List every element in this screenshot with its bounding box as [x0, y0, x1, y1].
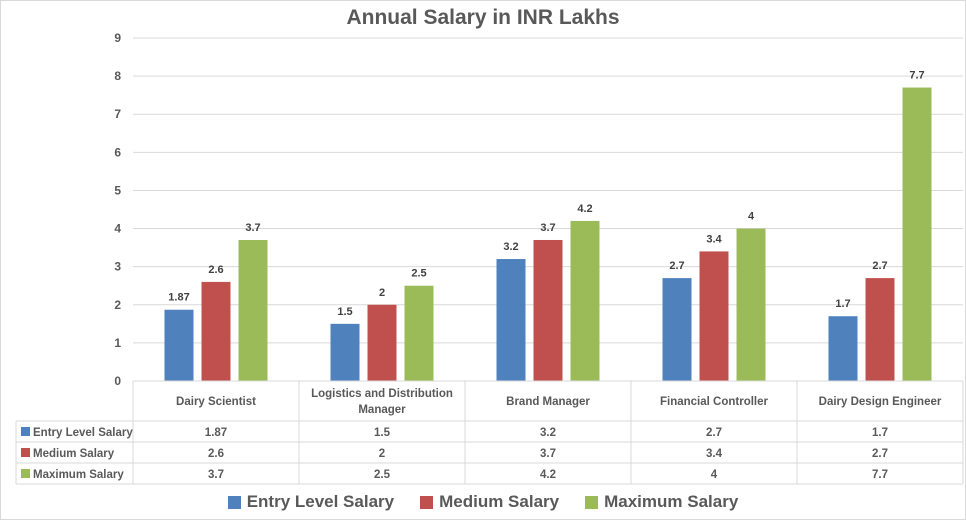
legend-swatch: [227, 495, 241, 509]
y-tick-label: 6: [114, 145, 121, 159]
bar: [238, 239, 268, 381]
row-legend-key: [21, 448, 30, 457]
table-row-label: Entry Level Salary: [33, 427, 133, 439]
legend-label: Medium Salary: [439, 492, 560, 511]
y-tick-label: 7: [114, 107, 121, 121]
data-label: 7.7: [909, 70, 924, 82]
table-cell: 7.7: [872, 469, 888, 481]
legend-swatch: [585, 495, 599, 509]
bar: [330, 323, 360, 381]
table-cell: 3.4: [706, 448, 723, 460]
y-tick-label: 5: [114, 183, 121, 197]
data-label: 3.4: [706, 233, 722, 245]
table-cell: 1.87: [205, 427, 227, 439]
data-label: 4.2: [577, 203, 592, 215]
bar: [662, 278, 692, 381]
table-cell: 3.2: [540, 427, 556, 439]
bar: [699, 251, 729, 381]
legend-item: Entry Level Salary: [227, 492, 395, 512]
y-tick-label: 3: [114, 260, 121, 274]
data-label: 1.5: [337, 306, 352, 318]
bar: [496, 259, 526, 381]
category-label: Dairy Scientist: [176, 396, 256, 408]
table-cell: 2: [379, 448, 385, 460]
bar: [201, 281, 231, 381]
bar: [902, 87, 932, 382]
bar: [533, 239, 563, 381]
legend: Entry Level Salary Medium Salary Maximum S…: [0, 492, 966, 512]
table-cell: 3.7: [208, 469, 224, 481]
table-cell: 3.7: [540, 448, 556, 460]
y-tick-label: 0: [114, 374, 121, 388]
table-cell: 4.2: [540, 469, 556, 481]
y-tick-label: 8: [114, 69, 121, 83]
table-cell: 1.5: [374, 427, 391, 439]
data-label: 3.2: [503, 241, 518, 253]
data-label: 1.87: [168, 292, 189, 304]
data-label: 4: [748, 211, 755, 223]
bar: [828, 316, 858, 381]
bar: [570, 220, 600, 381]
data-label: 3.7: [245, 222, 260, 234]
data-label: 2.5: [411, 268, 426, 280]
data-label: 2.7: [669, 260, 684, 272]
legend-item: Medium Salary: [420, 492, 559, 512]
table-cell: 2.7: [872, 448, 888, 460]
table-cell: 4: [711, 469, 718, 481]
legend-swatch: [420, 495, 434, 509]
data-label: 3.7: [540, 222, 555, 234]
table-cell: 2.6: [208, 448, 224, 460]
chart-title: Annual Salary in INR Lakhs: [346, 6, 620, 29]
data-label: 2.6: [208, 264, 223, 276]
table-row-label: Medium Salary: [33, 448, 115, 460]
row-legend-key: [21, 469, 30, 478]
table-cell: 2.5: [374, 469, 391, 481]
bar: [164, 309, 194, 381]
legend-label: Entry Level Salary: [246, 492, 395, 511]
bar: [865, 278, 895, 381]
y-tick-label: 1: [114, 336, 121, 350]
data-label: 1.7: [835, 298, 850, 310]
legend-item: Maximum Salary: [585, 492, 738, 512]
data-label: 2.7: [872, 260, 887, 272]
category-label: Manager: [358, 404, 406, 416]
y-tick-label: 4: [114, 222, 121, 236]
bar: [404, 285, 434, 381]
table-cell: 1.7: [872, 427, 888, 439]
category-label: Brand Manager: [506, 396, 590, 408]
category-label: Logistics and Distribution: [311, 388, 453, 400]
legend-label: Maximum Salary: [604, 492, 739, 511]
bar: [736, 228, 766, 381]
table-cell: 2.7: [706, 427, 722, 439]
category-label: Financial Controller: [660, 396, 769, 408]
y-tick-label: 2: [114, 298, 121, 312]
data-label: 2: [379, 287, 385, 299]
y-tick-label: 9: [114, 31, 121, 45]
category-label: Dairy Design Engineer: [819, 396, 942, 408]
bar: [367, 304, 397, 381]
table-row-label: Maximum Salary: [33, 469, 124, 481]
row-legend-key: [21, 427, 30, 436]
